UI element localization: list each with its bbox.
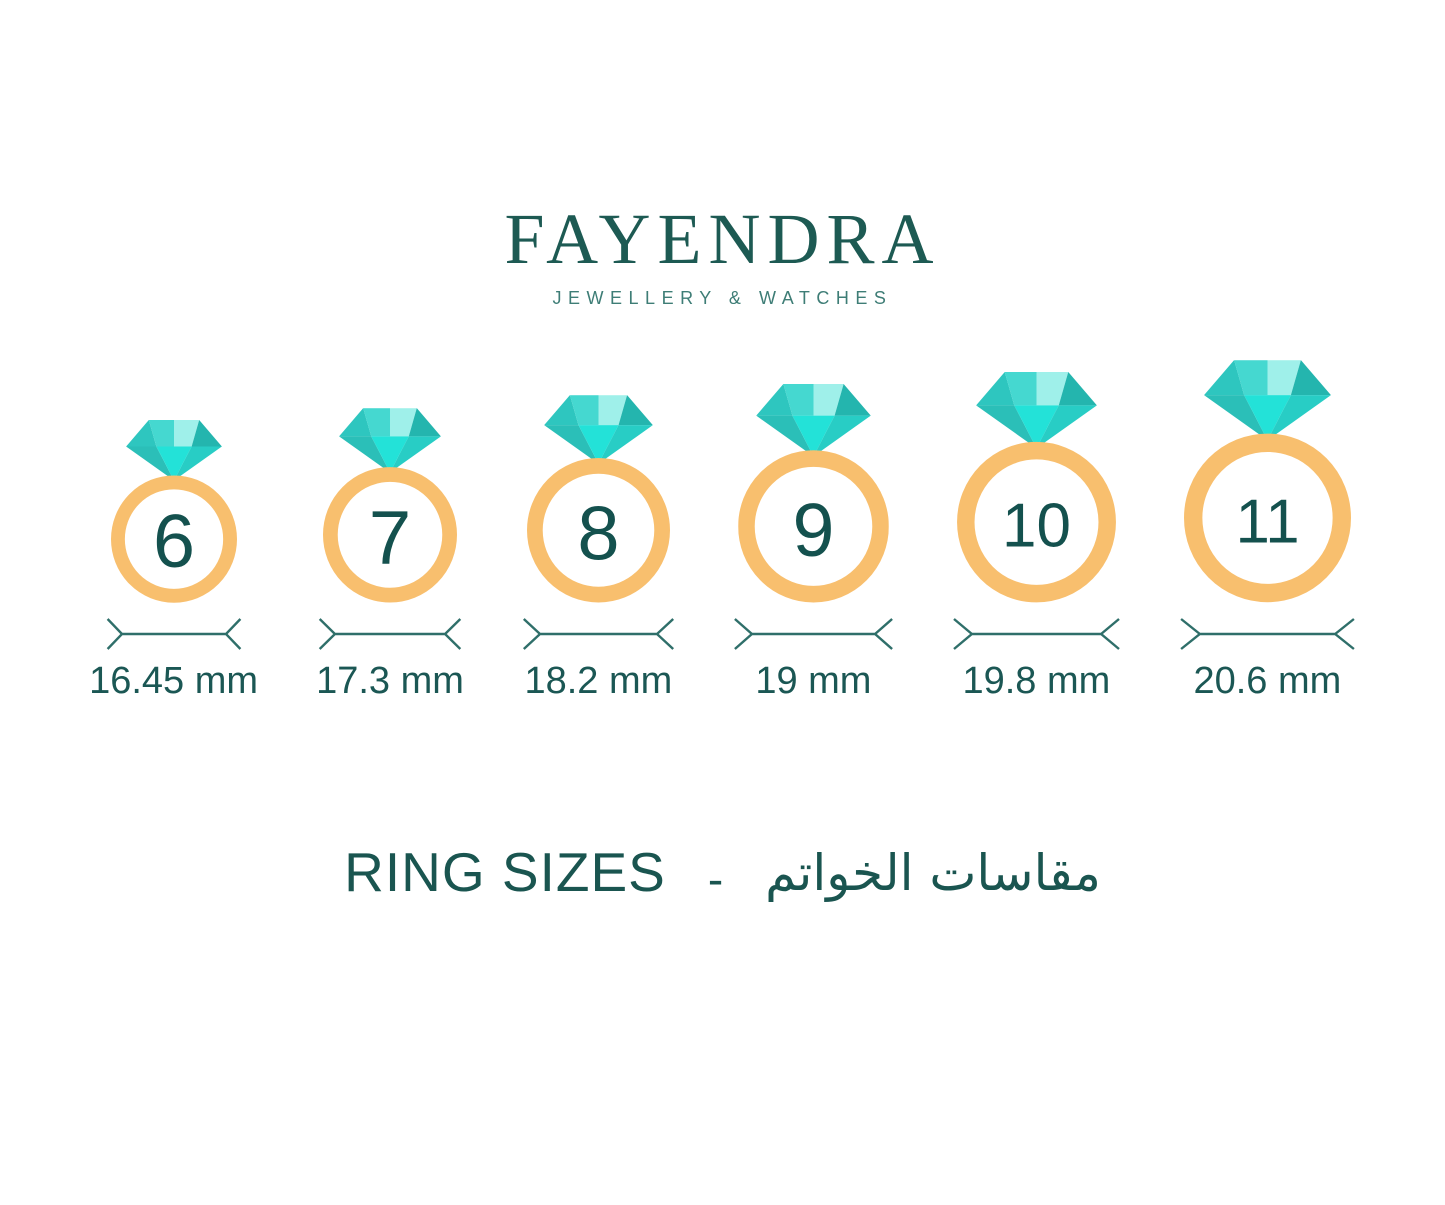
title-separator: - [707,852,724,905]
diameter-label: 18.2 mm [524,659,673,702]
ring-icon: 9 [738,384,889,604]
brand-tagline: JEWELLERY & WATCHES [552,288,893,308]
diameter-arrow-icon [522,617,675,651]
diameter-arrow-icon [1179,617,1356,651]
title-english: RING SIZES [344,841,666,904]
diameter-label: 20.6 mm [1193,659,1342,702]
diameter-label: 16.45 mm [89,659,259,702]
ring-icon: 8 [527,395,670,604]
brand-header: FAYENDRA JEWELLERY & WATCHES [0,0,1445,310]
page-title: RING SIZES - مقاسات الخواتم [0,843,1445,903]
ring-figure-8: 8 18.2 mm [522,395,675,700]
diameter-arrow-icon [318,617,462,651]
ring-icon: 6 [111,420,237,604]
brand-name: FAYENDRA [504,199,941,279]
title-arabic: مقاسات الخواتم [765,843,1101,902]
diameter-label: 19 mm [755,659,872,702]
ring-number: 6 [153,500,195,584]
ring-number: 9 [792,488,834,572]
diameter-label: 17.3 mm [316,659,464,702]
ring-size-chart: 6 16.45 mm 7 17.3 mm 8 [0,448,1445,700]
ring-figure-7: 7 17.3 mm [316,408,464,700]
diameter-arrow-icon [952,617,1121,651]
ring-number: 7 [369,495,411,580]
ring-icon: 10 [957,372,1116,604]
ring-figure-10: 10 19.8 mm [952,372,1121,700]
diameter-arrow-icon [733,617,894,651]
ring-number: 10 [1002,491,1071,560]
diameter-arrow-icon [106,617,242,651]
diameter-label: 19.8 mm [962,659,1111,702]
ring-number: 11 [1235,487,1299,556]
ring-icon: 11 [1184,360,1351,604]
ring-icon: 7 [323,408,457,604]
ring-figure-6: 6 16.45 mm [89,420,258,700]
ring-figure-9: 9 19 mm [733,384,894,700]
ring-figure-11: 11 20.6 mm [1179,360,1356,700]
ring-number: 8 [577,491,619,576]
